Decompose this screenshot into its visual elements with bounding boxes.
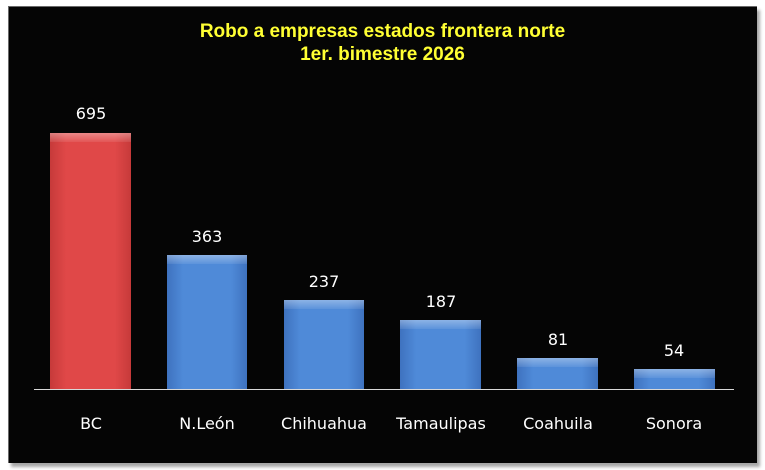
data-label-chihuahua: 237	[308, 272, 340, 291]
category-label-bc: BC	[80, 414, 102, 433]
data-label-tamaulipas: 187	[425, 292, 457, 311]
chart-title: Robo a empresas estados frontera norte 1…	[0, 20, 765, 66]
bar-bc	[50, 133, 131, 389]
category-label-sonora: Sonora	[645, 414, 703, 433]
category-label-coahuila: Coahuila	[523, 414, 593, 433]
bar-coahuila	[517, 358, 598, 389]
data-label-sonora: 54	[663, 341, 685, 360]
category-label-chihuahua: Chihuahua	[281, 414, 367, 433]
bar-chihuahua	[284, 300, 364, 389]
category-label-tamaulipas: Tamaulipas	[396, 414, 486, 433]
category-label-nleon: N.León	[179, 414, 235, 433]
bar-tamaulipas	[400, 320, 481, 389]
data-label-bc: 695	[75, 104, 107, 123]
data-label-nleon: 363	[191, 227, 223, 246]
chart-title-line2: 1er. bimestre 2026	[300, 44, 465, 65]
chart-frame	[8, 6, 757, 463]
data-label-coahuila: 81	[547, 330, 569, 349]
x-axis-line	[34, 389, 734, 390]
chart-title-line1: Robo a empresas estados frontera norte	[199, 21, 566, 42]
bar-sonora	[634, 369, 715, 389]
bar-nleon	[167, 255, 247, 389]
